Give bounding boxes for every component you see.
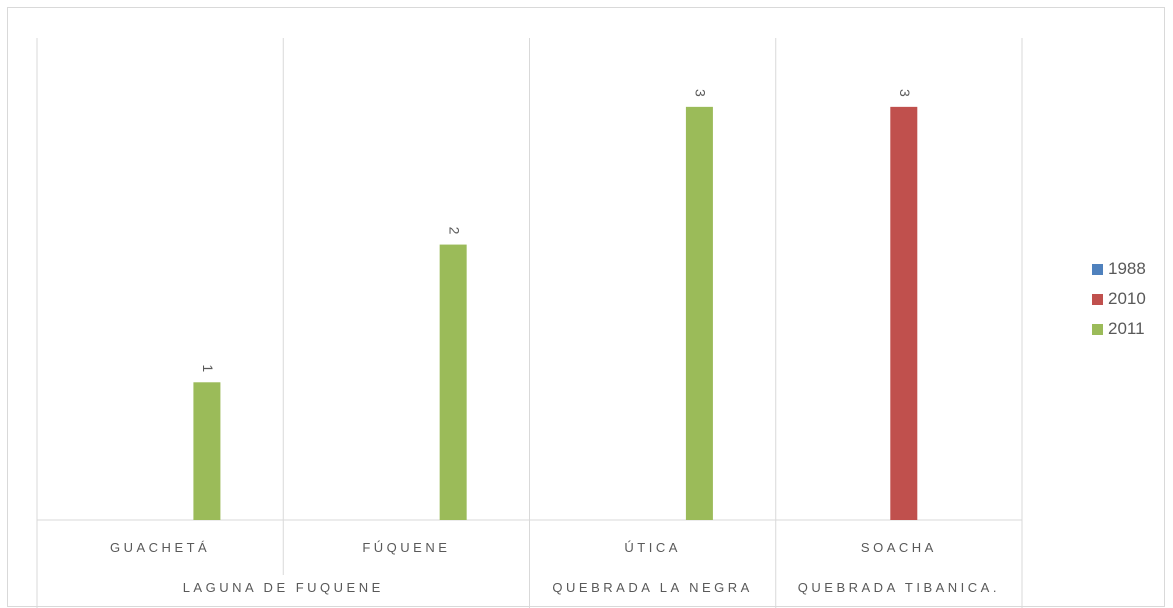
category-tick-label: FÚQUENE: [362, 540, 450, 555]
legend-swatch-1988: [1092, 263, 1103, 275]
bar-2011-1: [439, 244, 467, 521]
category-tick-label: SOACHA: [861, 540, 937, 555]
category-tick-label: GUACHETÁ: [110, 540, 210, 555]
group-label: LAGUNA DE FUQUENE: [183, 580, 384, 595]
chart-frame: 1 2 3 3 GUACHETÁ FÚQUENE ÚTICA SOACHA LAGUNA DE …: [7, 7, 1165, 608]
data-label: 2: [446, 227, 462, 235]
legend-label-2010: 2010: [1108, 289, 1146, 308]
legend-label-2011: 2011: [1108, 319, 1145, 338]
group-label: QUEBRADA TIBANICA.: [798, 580, 1000, 595]
legend-item-1988: 1988: [1092, 254, 1146, 284]
legend: 1988 2010 2011: [1092, 254, 1146, 344]
legend-label-1988: 1988: [1108, 259, 1146, 278]
bar-chart: 1 2 3 3 GUACHETÁ FÚQUENE ÚTICA SOACHA LAGUNA DE …: [36, 38, 1023, 608]
bar-2011-2: [685, 106, 713, 520]
bar-2010-3: [890, 106, 918, 520]
data-label: 3: [693, 89, 709, 97]
legend-item-2011: 2011: [1092, 314, 1146, 344]
data-label: 3: [897, 89, 913, 97]
legend-swatch-2011: [1092, 323, 1103, 335]
legend-swatch-2010: [1092, 293, 1103, 305]
legend-item-2010: 2010: [1092, 284, 1146, 314]
bar-2011-0: [193, 382, 221, 520]
category-tick-label: ÚTICA: [624, 540, 681, 555]
group-label: QUEBRADA LA NEGRA: [552, 580, 752, 595]
data-label: 1: [200, 364, 216, 372]
